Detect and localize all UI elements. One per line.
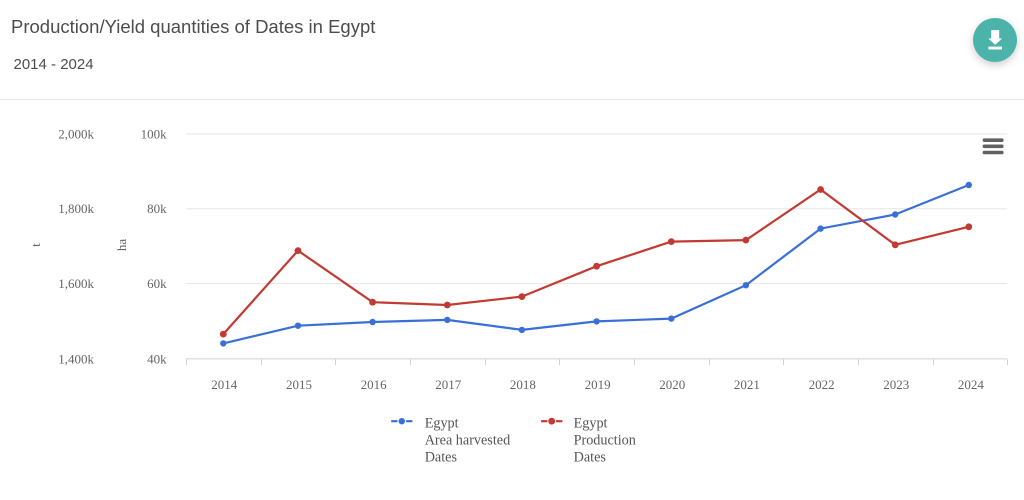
svg-text:2016: 2016: [361, 377, 388, 392]
svg-text:2,000k: 2,000k: [58, 126, 94, 141]
svg-text:2019: 2019: [585, 377, 611, 392]
svg-text:2021: 2021: [734, 377, 760, 392]
svg-text:1,400k: 1,400k: [58, 351, 94, 366]
svg-text:1,800k: 1,800k: [58, 201, 94, 216]
svg-text:2020: 2020: [659, 377, 685, 392]
svg-text:80k: 80k: [147, 201, 167, 216]
svg-text:1,600k: 1,600k: [58, 276, 94, 291]
svg-text:2024: 2024: [958, 377, 985, 392]
svg-text:2022: 2022: [809, 377, 835, 392]
svg-text:t: t: [28, 243, 43, 247]
svg-text:60k: 60k: [147, 276, 167, 291]
svg-text:40k: 40k: [147, 351, 167, 366]
svg-text:Egypt: Egypt: [425, 415, 459, 431]
svg-text:Area harvested: Area harvested: [425, 432, 510, 448]
svg-text:2023: 2023: [883, 377, 909, 392]
svg-text:Egypt: Egypt: [574, 415, 608, 431]
svg-text:2018: 2018: [510, 377, 536, 392]
svg-text:2015: 2015: [286, 377, 312, 392]
svg-text:Production: Production: [574, 432, 636, 448]
svg-text:100k: 100k: [141, 126, 168, 141]
svg-text:ha: ha: [114, 239, 129, 252]
svg-text:Dates: Dates: [574, 449, 607, 465]
svg-text:2014: 2014: [211, 377, 238, 392]
svg-text:Dates: Dates: [425, 449, 458, 465]
svg-text:2017: 2017: [435, 377, 462, 392]
